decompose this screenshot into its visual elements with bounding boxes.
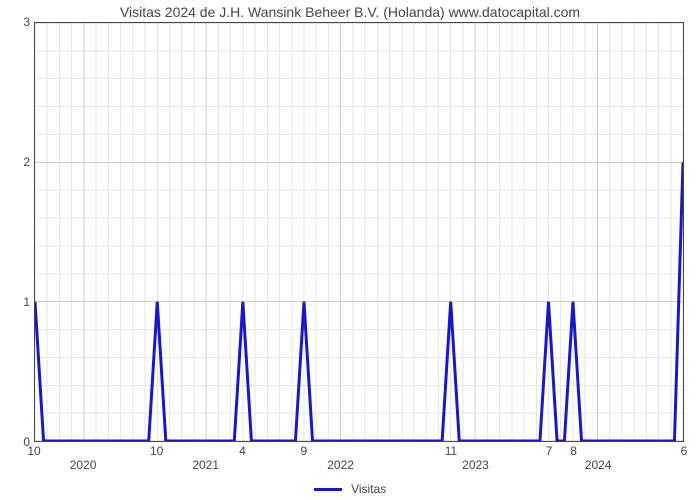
y-tick-label: 2 [0, 155, 30, 169]
secondary-x-label: 10 [27, 444, 40, 458]
visits-chart: Visitas 2024 de J.H. Wansink Beheer B.V.… [0, 0, 700, 500]
secondary-x-label: 7 [546, 444, 553, 458]
x-tick-label: 2021 [192, 458, 219, 472]
legend-label: Visitas [351, 482, 386, 496]
y-tick-label: 0 [0, 435, 30, 449]
plot-svg [35, 23, 683, 441]
secondary-x-label: 11 [445, 444, 457, 458]
secondary-x-label: 10 [150, 444, 163, 458]
secondary-x-label: 8 [570, 444, 577, 458]
plot-area [34, 22, 684, 442]
legend: Visitas [0, 482, 700, 496]
x-tick-label: 2023 [462, 458, 489, 472]
x-tick-label: 2020 [70, 458, 97, 472]
x-tick-label: 2022 [327, 458, 354, 472]
y-tick-label: 3 [0, 15, 30, 29]
grid-minor [35, 23, 683, 441]
secondary-x-label: 9 [300, 444, 307, 458]
chart-title: Visitas 2024 de J.H. Wansink Beheer B.V.… [0, 4, 700, 20]
secondary-x-label: 4 [239, 444, 246, 458]
y-tick-label: 1 [0, 295, 30, 309]
grid-major [35, 23, 683, 441]
secondary-x-label: 6 [681, 444, 688, 458]
legend-line-icon [314, 488, 342, 491]
x-tick-label: 2024 [585, 458, 612, 472]
